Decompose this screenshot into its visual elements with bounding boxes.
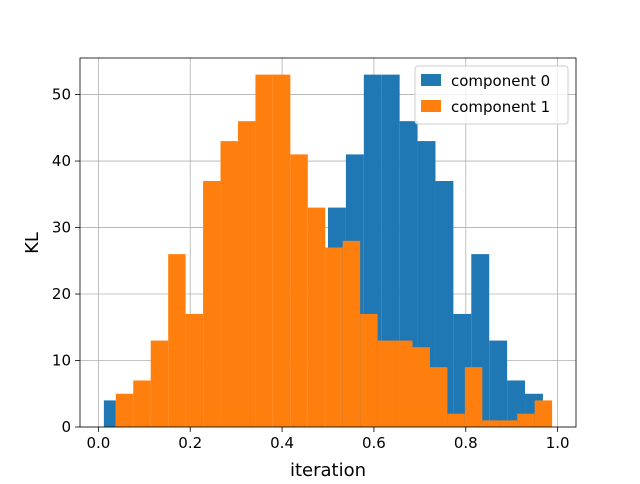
bar — [115, 393, 134, 427]
bar — [435, 181, 454, 427]
y-tick-label: 0 — [61, 418, 71, 436]
legend-label-component-0: component 0 — [451, 72, 550, 90]
legend: component 0 component 1 — [414, 65, 569, 125]
bar — [133, 380, 151, 427]
bar — [499, 420, 518, 427]
x-tick-label: 1.0 — [546, 434, 570, 452]
bar — [150, 340, 169, 427]
bar — [220, 141, 238, 428]
bar — [482, 420, 500, 427]
series-1-bars — [115, 74, 553, 428]
y-tick-label: 30 — [52, 219, 71, 237]
bars — [103, 74, 553, 428]
y-tick-label: 40 — [52, 152, 71, 170]
bar — [412, 347, 430, 427]
x-tick-label: 0.2 — [178, 434, 202, 452]
bar — [395, 340, 413, 427]
bar — [325, 247, 343, 427]
legend-label-component-1: component 1 — [451, 98, 550, 116]
x-tick-label: 0.6 — [362, 434, 386, 452]
y-tick-label: 10 — [52, 352, 71, 370]
bar — [272, 74, 291, 428]
y-tick-label: 20 — [52, 285, 71, 303]
bar — [464, 367, 483, 427]
bar — [185, 313, 204, 427]
x-axis-ticks: 0.0 0.2 0.4 0.6 0.8 1.0 — [86, 427, 570, 452]
bar — [377, 340, 396, 427]
bar — [381, 74, 400, 428]
legend-swatch-component-1 — [421, 100, 441, 112]
bar — [307, 207, 326, 427]
bar — [517, 413, 535, 427]
x-tick-label: 0.4 — [270, 434, 294, 452]
bar — [103, 400, 116, 427]
bar — [255, 74, 273, 428]
plot-frame — [79, 57, 577, 428]
bar — [534, 400, 553, 427]
legend-swatch-component-0 — [421, 74, 441, 86]
bar — [203, 181, 221, 427]
bar — [447, 413, 465, 427]
bar — [489, 340, 508, 427]
x-tick-label: 0.0 — [86, 434, 110, 452]
bar — [342, 240, 361, 427]
x-axis-label: iteration — [290, 460, 366, 480]
bar — [429, 367, 448, 427]
y-axis-label: KL — [22, 232, 43, 254]
legend-frame — [414, 65, 569, 125]
bar — [168, 254, 186, 427]
x-tick-label: 0.8 — [454, 434, 478, 452]
y-tick-label: 50 — [52, 86, 71, 104]
bar — [237, 121, 256, 427]
bar — [360, 313, 378, 427]
y-axis-ticks: 0 10 20 30 40 50 — [52, 86, 80, 436]
bar — [290, 154, 308, 428]
